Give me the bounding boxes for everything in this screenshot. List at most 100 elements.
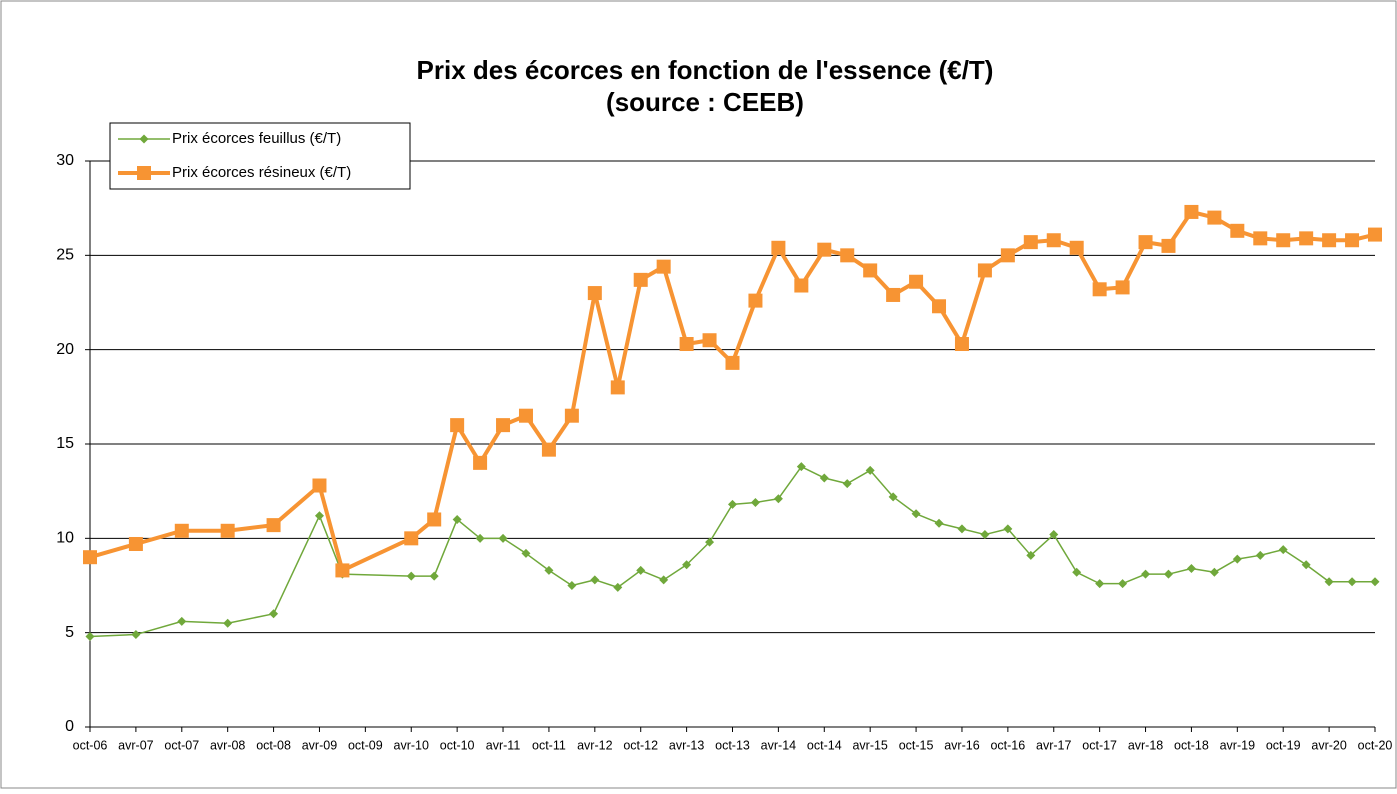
y-tick-label: 5 (65, 624, 74, 641)
line-segment (89, 633, 137, 638)
data-point (750, 497, 760, 507)
x-tick-label: oct-08 (256, 738, 291, 752)
x-tick-label: oct-13 (715, 738, 750, 752)
line-segment (525, 552, 550, 572)
data-point (865, 465, 875, 475)
data-point (773, 494, 783, 504)
data-point (541, 442, 556, 457)
data-point (1299, 231, 1314, 246)
line-segment (800, 465, 826, 479)
chart-subtitle: (source : CEEB) (606, 87, 804, 117)
line-segment (685, 541, 711, 566)
data-point (429, 571, 439, 581)
data-point (335, 563, 350, 578)
chart-title: Prix des écorces en fonction de l'essenc… (417, 55, 994, 85)
legend-box (109, 122, 411, 190)
x-tick-label: avr-12 (577, 738, 612, 752)
data-point (934, 518, 944, 528)
data-point (957, 524, 967, 534)
data-point (1255, 550, 1265, 560)
x-tick-label: oct-09 (348, 738, 383, 752)
data-point (1046, 233, 1061, 248)
data-point (1049, 530, 1059, 540)
line-segment (181, 620, 229, 624)
data-point (980, 530, 990, 540)
x-tick-label: oct-06 (73, 738, 108, 752)
data-point (1184, 204, 1199, 219)
data-point (220, 523, 235, 538)
data-point (1345, 233, 1360, 248)
x-tick-label: avr-14 (761, 738, 796, 752)
legend-marker (139, 134, 149, 144)
line-segment (823, 477, 848, 485)
data-point (771, 240, 786, 255)
x-tick-label: avr-15 (852, 738, 887, 752)
data-point (977, 263, 992, 278)
data-point (636, 565, 646, 575)
data-point (1368, 227, 1382, 242)
x-tick-label: oct-07 (164, 738, 199, 752)
data-point (1161, 238, 1176, 253)
line-segment (959, 268, 987, 347)
data-point (796, 462, 806, 472)
data-point (794, 278, 809, 293)
data-point (314, 511, 324, 521)
data-point (954, 337, 969, 352)
y-tick-label: 0 (65, 718, 74, 735)
data-point (1003, 524, 1013, 534)
data-point (659, 575, 669, 585)
line-segment (1120, 240, 1148, 290)
line-segment (615, 277, 643, 390)
data-point (473, 455, 488, 470)
line-segment (1030, 533, 1055, 557)
data-point (819, 473, 829, 483)
x-tick-label: avr-18 (1128, 738, 1163, 752)
x-tick-label: avr-08 (210, 738, 245, 752)
data-point (817, 242, 832, 257)
x-tick-label: oct-14 (807, 738, 842, 752)
x-tick-label: avr-10 (394, 738, 429, 752)
data-point (1253, 231, 1268, 246)
data-point (1230, 223, 1245, 238)
y-tick-label: 20 (56, 341, 74, 358)
line-segment (432, 423, 460, 522)
data-point (521, 548, 531, 558)
data-point (269, 609, 279, 619)
data-point (564, 408, 579, 423)
data-point (452, 514, 462, 524)
data-point (177, 616, 187, 626)
data-point (886, 287, 901, 302)
data-point (1370, 577, 1380, 587)
line-segment (892, 496, 917, 515)
data-point (613, 582, 623, 592)
line-segment (639, 569, 665, 581)
data-point (498, 533, 508, 543)
data-point (1069, 240, 1084, 255)
data-point (728, 499, 737, 509)
line-segment (594, 579, 619, 589)
data-point (909, 274, 924, 289)
data-point (725, 355, 740, 370)
x-tick-label: oct-17 (1082, 738, 1117, 752)
x-tick-label: avr-11 (486, 738, 521, 752)
line-segment (1121, 573, 1147, 585)
data-point (842, 479, 852, 489)
line-segment (708, 503, 734, 543)
data-point (1138, 235, 1153, 250)
line-segment (984, 528, 1009, 536)
line-segment (915, 513, 940, 524)
x-tick-label: avr-13 (669, 738, 704, 752)
line-segment (617, 569, 642, 589)
data-point (633, 272, 648, 287)
data-point (85, 631, 95, 641)
y-tick-label: 30 (56, 152, 74, 169)
data-point (1095, 579, 1105, 589)
y-tick-label: 25 (56, 247, 74, 264)
line-segment (1305, 563, 1330, 583)
data-point (1118, 579, 1128, 589)
data-point (1115, 280, 1130, 295)
line-segment (88, 541, 138, 560)
